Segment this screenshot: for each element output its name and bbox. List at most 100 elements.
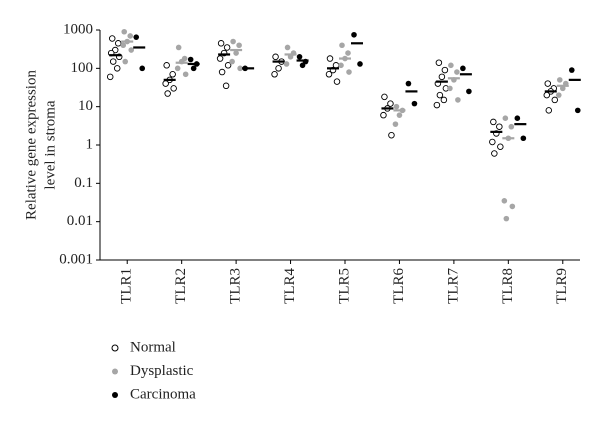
data-point [133, 34, 140, 40]
y-tick-label: 0.1 [74, 175, 93, 191]
data-point [388, 131, 395, 139]
x-tick-label: TLR1 [119, 268, 135, 304]
data-point [508, 123, 515, 130]
data-point [393, 103, 400, 110]
data-point [433, 101, 441, 109]
data-point [544, 80, 552, 87]
data-point [503, 215, 510, 222]
data-point [236, 42, 242, 49]
data-point [272, 53, 279, 61]
data-point [520, 135, 527, 142]
x-tick-label: TLR5 [336, 268, 352, 304]
data-point [387, 100, 394, 107]
data-point [491, 150, 498, 157]
data-point [381, 93, 388, 101]
data-point [545, 107, 553, 114]
data-point [438, 73, 446, 81]
data-point [170, 85, 177, 92]
x-tick-label: TLR6 [391, 268, 407, 304]
x-tick-label: TLR2 [173, 268, 189, 304]
data-point [351, 31, 357, 38]
data-point [113, 65, 121, 72]
data-point [223, 44, 231, 51]
data-point [396, 112, 403, 118]
y-tick-label: 1 [86, 136, 94, 152]
legend-label: Dysplastic [130, 363, 194, 379]
data-point [497, 143, 504, 151]
y-axis-label: Relative gene expression [23, 70, 39, 220]
data-point [392, 121, 399, 127]
data-point [122, 58, 129, 65]
data-point [182, 71, 189, 78]
data-point [271, 71, 278, 78]
x-tick-label: TLR7 [445, 268, 461, 304]
data-point [163, 62, 170, 69]
data-point [357, 61, 363, 67]
data-point [441, 66, 449, 74]
data-point [326, 55, 334, 62]
data-point [574, 107, 581, 114]
data-point [229, 58, 235, 65]
y-axis-label: level in stroma [42, 100, 58, 189]
data-point [555, 92, 562, 98]
data-point [121, 28, 128, 35]
x-tick-label: TLR8 [500, 268, 516, 304]
data-point [106, 73, 114, 81]
data-point [380, 111, 387, 119]
data-point [128, 47, 135, 53]
data-point [496, 123, 503, 130]
data-point [489, 138, 496, 146]
data-point [325, 71, 333, 78]
data-point [559, 85, 566, 92]
data-point [299, 62, 306, 69]
data-point [551, 96, 559, 104]
y-tick-label: 10 [78, 98, 93, 114]
data-point [454, 69, 460, 75]
data-point [568, 67, 575, 73]
legend-label: Carcinoma [130, 386, 196, 402]
data-point [169, 71, 176, 78]
data-point [127, 33, 134, 39]
data-point [120, 42, 127, 49]
data-point [283, 61, 290, 67]
data-point [509, 203, 516, 210]
data-point [139, 65, 146, 72]
data-point [447, 85, 453, 92]
data-point [405, 80, 412, 87]
data-point [284, 44, 291, 51]
data-point [346, 69, 352, 75]
data-point [190, 65, 197, 72]
y-tick-label: 100 [71, 60, 94, 76]
data-point [218, 68, 226, 76]
data-point [435, 59, 443, 66]
data-point [514, 115, 521, 122]
data-point [448, 62, 454, 69]
data-point [237, 65, 243, 72]
data-point [339, 42, 345, 49]
data-point [187, 56, 194, 63]
data-point [296, 53, 303, 60]
data-point [460, 65, 466, 72]
y-tick-label: 0.001 [59, 251, 93, 267]
data-point [224, 62, 232, 69]
data-point [164, 90, 171, 97]
legend-marker [111, 344, 119, 352]
x-tick-label: TLR4 [282, 268, 298, 304]
data-point [175, 44, 182, 51]
data-point [222, 82, 230, 90]
data-point [490, 118, 497, 126]
x-tick-label: TLR3 [228, 268, 244, 304]
data-point [174, 65, 181, 72]
x-tick-label: TLR9 [554, 268, 570, 304]
data-point [466, 88, 472, 95]
data-point [108, 35, 116, 42]
data-point [109, 58, 117, 65]
data-point [345, 50, 351, 56]
data-point [162, 80, 169, 87]
data-point [543, 91, 551, 99]
y-tick-label: 1000 [63, 21, 93, 37]
data-point [556, 77, 563, 83]
legend-label: Normal [130, 339, 176, 355]
data-point [502, 115, 509, 122]
